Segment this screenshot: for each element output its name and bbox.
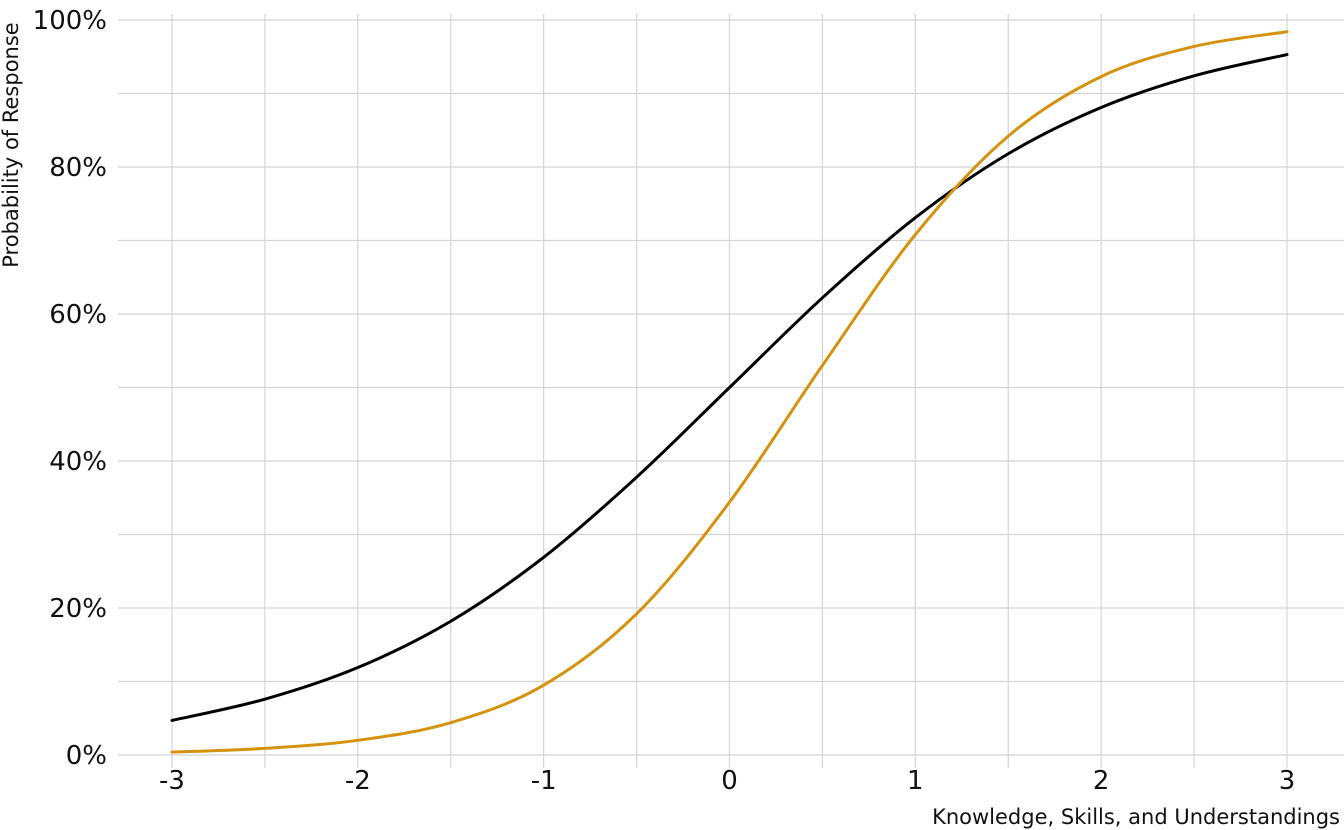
x-tick-labels: -3 -2 -1 0 1 2 3: [159, 766, 1295, 796]
series-line-1: [170, 53, 1289, 722]
y-tick-label: 80%: [49, 153, 107, 183]
series-lines: [170, 30, 1289, 754]
x-tick-label: 1: [907, 766, 924, 796]
grid: [118, 14, 1344, 768]
x-tick-label: 2: [1093, 766, 1110, 796]
x-tick-label: -3: [159, 766, 185, 796]
y-tick-label: 60%: [49, 300, 107, 330]
y-tick-label: 20%: [49, 594, 107, 624]
y-tick-label: 40%: [49, 447, 107, 477]
y-tick-label: 100%: [33, 6, 107, 36]
x-tick-label: 3: [1279, 766, 1296, 796]
x-axis-label: Knowledge, Skills, and Understandings: [932, 805, 1340, 829]
x-tick-label: -2: [345, 766, 371, 796]
y-tick-label: 0%: [66, 741, 107, 771]
y-axis-label: Probability of Response: [0, 22, 23, 267]
y-tick-labels: 0% 20% 40% 60% 80% 100%: [33, 6, 107, 771]
x-tick-label: -1: [531, 766, 557, 796]
x-tick-label: 0: [721, 766, 738, 796]
series-line-2: [170, 30, 1289, 754]
